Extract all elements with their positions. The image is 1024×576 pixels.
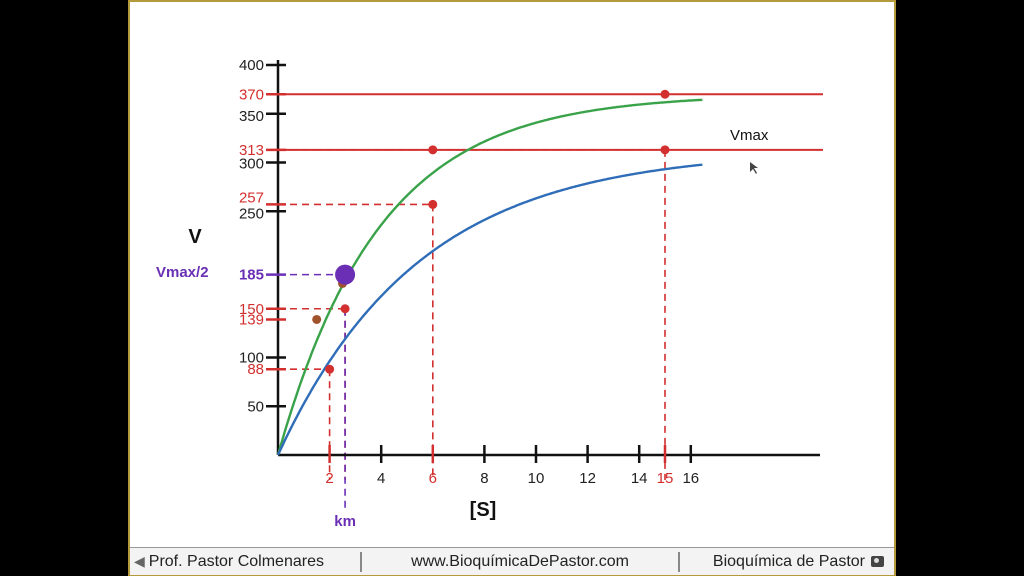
x-tick-label: 12	[579, 470, 596, 487]
cursor-icon	[750, 162, 758, 174]
data-point	[325, 364, 335, 374]
y-tick-label: 150	[239, 301, 264, 318]
x-tick-label: 10	[528, 470, 545, 487]
footer-divider	[360, 551, 362, 572]
y-tick-label: 250	[239, 205, 264, 222]
x-tick-label: 4	[377, 470, 385, 487]
y-tick-label: 257	[239, 189, 264, 206]
x-tick-label: 16	[682, 470, 699, 487]
prev-arrow-icon[interactable]: ◀	[134, 553, 145, 569]
footer-channel: Bioquímica de Pastor	[712, 552, 865, 570]
y-tick-label: 313	[239, 142, 264, 159]
data-point	[428, 145, 438, 155]
x-axis-label: [S]	[470, 499, 497, 521]
footer-bar: ◀ Prof. Pastor Colmenares www.Bioquímica…	[130, 547, 894, 575]
footer-divider	[678, 551, 680, 572]
footer-website[interactable]: www.BioquímicaDePastor.com	[411, 552, 629, 570]
y-tick-label: 185	[239, 267, 264, 284]
y-tick-label: 50	[247, 398, 264, 415]
footer-author: Prof. Pastor Colmenares	[148, 552, 324, 570]
y-tick-label: 100	[239, 350, 264, 367]
half-vmax-point	[335, 264, 356, 285]
y-tick-label: 350	[239, 108, 264, 125]
data-point	[660, 89, 670, 99]
y-tick-label: 400	[239, 57, 264, 74]
x-tick-label: 2	[325, 470, 333, 487]
y-tick-label: 139	[239, 311, 264, 328]
blue-curve	[276, 163, 703, 456]
x-tick-label: 15	[657, 470, 674, 487]
y-tick-label: 300	[239, 156, 264, 173]
x-tick-label: 14	[631, 470, 648, 487]
data-point	[312, 314, 322, 324]
data-point	[340, 304, 350, 314]
y-axis-label: V	[188, 226, 202, 248]
x-tick-label: 6	[429, 470, 437, 487]
camera-icon	[871, 556, 884, 567]
half-vmax-annotation: Vmax/2	[156, 264, 209, 281]
y-tick-label: 88	[247, 361, 264, 378]
vmax-annotation: Vmax	[730, 127, 769, 144]
data-point	[428, 199, 438, 209]
km-annotation: km	[334, 513, 356, 530]
y-tick-label: 370	[239, 86, 264, 103]
slide	[128, 0, 896, 576]
x-tick-label: 8	[480, 470, 488, 487]
data-point	[660, 145, 670, 155]
